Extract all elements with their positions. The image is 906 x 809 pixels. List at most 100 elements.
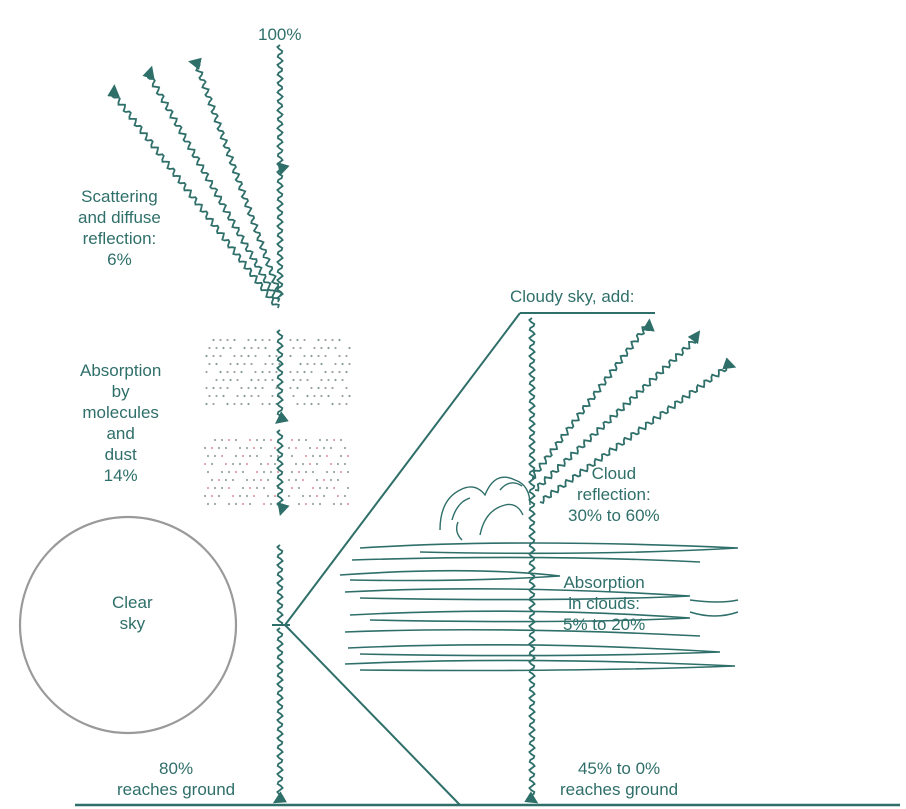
dust-dot (255, 470, 259, 474)
dust-dot (322, 446, 326, 450)
dust-dot (254, 354, 257, 358)
dust-dot (268, 338, 271, 342)
dust-dot (257, 394, 260, 398)
dust-dot (276, 454, 280, 458)
reaches-clear-label: 80% reaches ground (117, 759, 236, 799)
scattering-label: Scattering and diffuse reflection: 6% (78, 187, 161, 269)
dust-dot (231, 462, 235, 466)
dust-dot (320, 394, 323, 398)
dust-dot (338, 354, 341, 358)
dust-dot (226, 338, 229, 342)
dust-dot (345, 370, 348, 374)
cloudy-sky-label: Cloudy sky, add: (510, 287, 635, 306)
dust-dot (203, 462, 207, 466)
cloud-shape (339, 542, 739, 672)
dust-dot (226, 386, 229, 390)
dust-dot (348, 362, 351, 366)
dust-dot (292, 346, 295, 350)
dust-dots (203, 338, 351, 506)
dust-dot (257, 378, 260, 382)
dust-dot (331, 370, 334, 374)
dust-dot (315, 478, 319, 482)
dust-dot (336, 462, 340, 466)
cloud-wisp (689, 611, 739, 617)
clear-sky-circle (18, 515, 238, 735)
dust-dot (303, 370, 306, 374)
dust-dot (271, 378, 274, 382)
dust-dot (320, 378, 323, 382)
dust-dot (262, 486, 266, 490)
dust-dot (205, 354, 208, 358)
dust-dot (220, 454, 224, 458)
dust-dot (322, 478, 326, 482)
dust-dot (252, 446, 256, 450)
dust-dot (296, 338, 299, 342)
cloud-wisp (347, 644, 721, 657)
dust-dot (346, 502, 350, 506)
dust-dot (212, 338, 215, 342)
dust-dot (215, 346, 218, 350)
dust-dot (236, 378, 239, 382)
cloud-reflected-ray (539, 357, 737, 505)
dust-dot (205, 370, 208, 374)
dust-dot (219, 354, 222, 358)
dust-dot (345, 402, 348, 406)
dust-dot (220, 486, 224, 490)
dust-dot (331, 402, 334, 406)
dust-dot (231, 478, 235, 482)
dust-dot (233, 354, 236, 358)
dust-dot (289, 386, 292, 390)
dust-dot (311, 454, 315, 458)
dust-dot (275, 370, 278, 374)
dust-dot (331, 386, 334, 390)
dust-dot (243, 394, 246, 398)
incoming-label: 100% (258, 25, 302, 44)
dust-dot (213, 486, 217, 490)
dust-dot (294, 446, 298, 450)
clear-sky-label: Clear sky (112, 593, 153, 633)
dust-dot (252, 494, 256, 498)
dust-dot (306, 394, 309, 398)
dust-dot (332, 470, 336, 474)
dust-dot (341, 362, 344, 366)
dust-dot (339, 454, 343, 458)
dust-dot (264, 362, 267, 366)
dust-dot (213, 438, 217, 442)
dust-dot (255, 486, 259, 490)
dust-dot (297, 486, 301, 490)
dust-dot (341, 378, 344, 382)
dust-dot (226, 402, 229, 406)
dust-dot (313, 394, 316, 398)
dust-dot (297, 470, 301, 474)
dust-dot (264, 378, 267, 382)
dust-dot (250, 394, 253, 398)
dust-dot (262, 470, 266, 474)
dust-dot (338, 338, 341, 342)
dust-dot (332, 438, 336, 442)
cloud-reflected-ray (534, 330, 701, 492)
dust-dot (255, 438, 259, 442)
dust-dot (245, 446, 249, 450)
dust-dot (266, 462, 270, 466)
dust-dot (301, 494, 305, 498)
dust-dot (301, 462, 305, 466)
dust-dot (238, 446, 242, 450)
dust-dot (343, 494, 347, 498)
dust-dot (261, 338, 264, 342)
dust-dot (240, 402, 243, 406)
dust-dot (348, 346, 351, 350)
dust-dot (318, 438, 322, 442)
dust-dot (346, 470, 350, 474)
dust-dot (334, 346, 337, 350)
dust-dot (308, 494, 312, 498)
dust-dot (205, 386, 208, 390)
incoming-beam-segment (276, 544, 284, 626)
absorption-clouds-label: Absorption in clouds: 5% to 20% (563, 573, 646, 634)
dust-dot (273, 462, 277, 466)
dust-dot (313, 362, 316, 366)
dust-dot (213, 502, 217, 506)
dust-dot (248, 502, 252, 506)
dust-dot (315, 446, 319, 450)
dust-dot (215, 362, 218, 366)
dust-dot (234, 438, 238, 442)
